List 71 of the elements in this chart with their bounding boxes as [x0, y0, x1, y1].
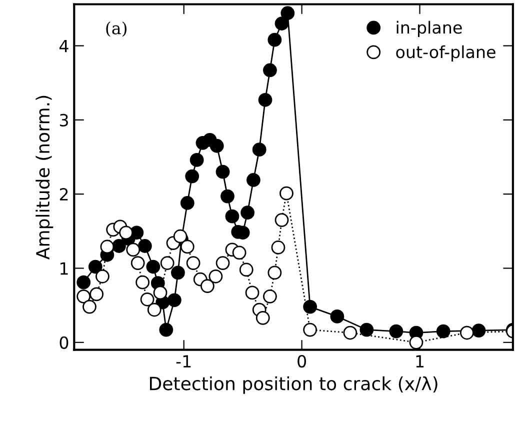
point: [239, 262, 254, 277]
legend-label: out-of-plane: [396, 45, 496, 62]
point: [409, 335, 424, 350]
point: [263, 289, 277, 304]
point: [225, 209, 240, 224]
y-tick-label: 4: [60, 40, 68, 52]
point: [186, 256, 200, 270]
point: [208, 269, 223, 284]
point: [252, 142, 266, 157]
point: [140, 292, 154, 306]
point: [472, 324, 486, 338]
x-tick-label: -1: [176, 355, 191, 368]
point: [146, 260, 160, 274]
point: [389, 324, 404, 338]
x-tick-label: 0: [298, 354, 306, 368]
y-tick-label: 0: [60, 336, 68, 349]
point: [220, 189, 234, 204]
point: [159, 322, 174, 337]
point: [280, 6, 295, 20]
point: [360, 322, 374, 337]
point: [303, 322, 318, 337]
point: [216, 164, 230, 179]
point: [90, 287, 104, 302]
point: [263, 63, 277, 78]
y-tick-label: 1: [60, 262, 68, 275]
point: [100, 240, 114, 254]
x-tick-label: 1: [416, 355, 424, 368]
point: [240, 206, 254, 220]
point: [210, 138, 224, 153]
point: [256, 310, 270, 325]
point: [330, 310, 344, 324]
point: [147, 302, 162, 317]
point: [303, 300, 318, 314]
point: [96, 269, 110, 284]
point: [280, 186, 294, 200]
point: [268, 32, 282, 47]
point: [138, 239, 152, 253]
point: [436, 324, 450, 338]
point: [130, 256, 145, 270]
point: [190, 153, 204, 167]
legend-label: in-plane: [396, 20, 462, 38]
point: [245, 286, 260, 300]
point: [268, 266, 282, 280]
point: [119, 226, 134, 240]
point: [343, 326, 358, 340]
point: [171, 266, 185, 280]
point: [232, 246, 246, 260]
y-tick-label: 2: [60, 188, 68, 200]
point: [76, 275, 91, 290]
point: [82, 300, 96, 314]
point: [153, 286, 168, 300]
point: [274, 213, 289, 227]
point: [460, 326, 474, 340]
point: [200, 279, 214, 293]
y-axis-title: Amplitude (norm.): [36, 96, 54, 260]
point: [274, 16, 289, 30]
point: [160, 256, 174, 270]
annotation: (a): [106, 22, 126, 37]
point: [180, 240, 194, 254]
point: [173, 229, 188, 244]
x-axis-title: Detection position to crack (x/λ): [150, 376, 438, 394]
point: [258, 92, 272, 107]
point: [88, 260, 102, 274]
point: [271, 240, 286, 254]
point: [185, 169, 200, 184]
point: [167, 293, 182, 308]
point: [246, 173, 260, 187]
point: [180, 196, 194, 210]
y-tick-label: 3: [60, 114, 68, 126]
point: [136, 275, 150, 290]
point: [216, 256, 230, 270]
